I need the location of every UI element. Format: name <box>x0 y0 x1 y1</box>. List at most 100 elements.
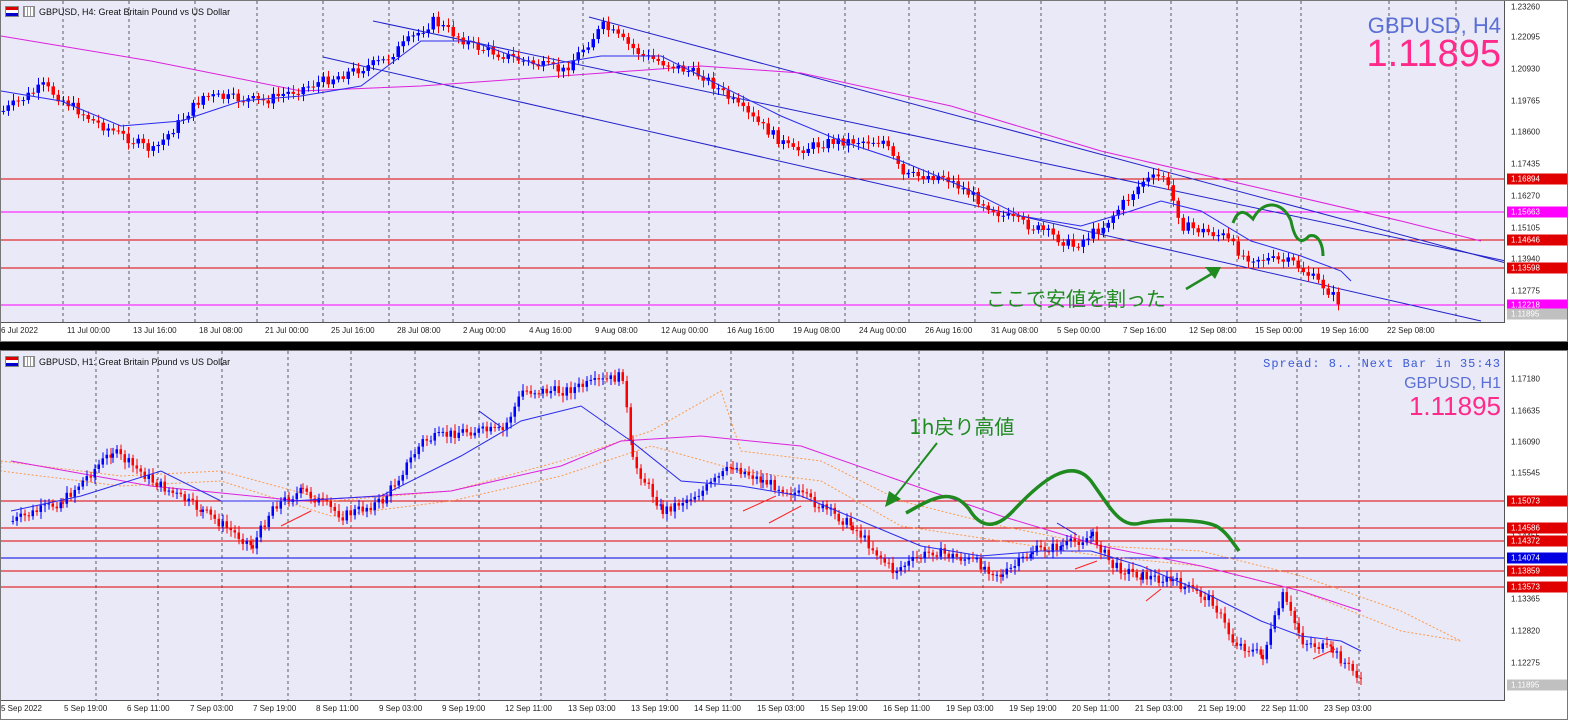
candle-body <box>1055 543 1058 551</box>
candle-body <box>731 467 734 470</box>
candle-body <box>641 53 645 56</box>
candle-body <box>996 212 1000 217</box>
candle-body <box>531 60 535 65</box>
candle-body <box>171 490 174 493</box>
candle-body <box>545 388 548 394</box>
candle-body <box>1247 651 1250 653</box>
candle-body <box>1306 272 1310 276</box>
candle-body <box>1347 662 1350 664</box>
candle-body <box>456 36 460 38</box>
candle-body <box>1321 279 1325 289</box>
candle-body <box>777 489 780 491</box>
h4-time-axis[interactable]: 6 Jul 2022 11 Jul 00:00 13 Jul 16:00 18 Jul… <box>1 322 1505 341</box>
candle-body <box>413 454 416 458</box>
price-level-tag: 1.13573 <box>1507 581 1567 593</box>
h1-chart-panel[interactable]: GBPUSD, H1: Great Britain Pound vs US Do… <box>0 350 1568 720</box>
h1-time-axis[interactable]: 5 Sep 2022 5 Sep 19:00 6 Sep 11:00 7 Sep 03… <box>1 700 1505 719</box>
price-level-tag: 1.14372 <box>1507 535 1567 547</box>
candle-body <box>401 474 404 481</box>
candle-body <box>59 502 62 509</box>
h4-price-axis[interactable]: 1.23260 1.22095 1.20930 1.19765 1.18600 1.174… <box>1504 1 1567 341</box>
candle-body <box>717 476 720 478</box>
candle-body <box>936 175 940 181</box>
candle-body <box>406 36 410 42</box>
candle-body <box>313 498 316 503</box>
price-axis-label: 1.15105 <box>1511 223 1540 233</box>
candle-body <box>1013 566 1016 568</box>
candle-body <box>266 100 270 104</box>
candle-body <box>666 65 670 67</box>
candle-body <box>236 93 240 102</box>
h4-price-plot[interactable] <box>1 1 1506 325</box>
candle-body <box>946 177 950 183</box>
time-axis-label: 16 Aug 16:00 <box>727 326 775 335</box>
candle-body <box>221 521 224 527</box>
candle-body <box>401 41 405 47</box>
candle-body <box>863 535 866 538</box>
candle-body <box>581 383 584 387</box>
h1-symbol-timeframe: GBPUSD, H1 <box>1404 375 1501 392</box>
candle-body <box>286 91 290 94</box>
candle-body <box>1179 578 1182 590</box>
candle-body <box>1181 217 1185 231</box>
candle-body <box>386 59 390 61</box>
chart-menu-icon[interactable] <box>5 356 19 367</box>
candle-body <box>259 525 262 538</box>
candle-body <box>146 143 150 151</box>
candle-body <box>1259 649 1262 655</box>
candle-body <box>131 143 135 145</box>
chart-menu-icon[interactable] <box>5 6 19 17</box>
candle-body <box>631 440 634 457</box>
candle-body <box>816 142 820 148</box>
candle-body <box>121 130 125 134</box>
time-axis-label: 31 Aug 08:00 <box>991 326 1039 335</box>
candle-body <box>541 388 544 394</box>
candle-body <box>919 558 922 560</box>
candle-body <box>747 471 750 476</box>
h4-annotation-text: ここで安値を割った <box>986 287 1166 311</box>
candle-body <box>1153 575 1156 577</box>
candle-body <box>61 100 65 102</box>
candle-body <box>357 506 360 510</box>
chart-grid-icon[interactable] <box>23 356 35 367</box>
h1-price-plot[interactable] <box>1 351 1506 703</box>
candle-body <box>1077 541 1080 546</box>
candle-body <box>689 499 692 501</box>
candle-body <box>923 551 926 559</box>
candle-body <box>921 176 925 180</box>
candle-body <box>111 128 115 131</box>
candle-body <box>881 140 885 144</box>
candle-body <box>721 471 724 477</box>
time-axis-label: 16 Sep 11:00 <box>883 704 931 713</box>
candle-body <box>393 485 396 487</box>
candle-body <box>301 87 305 95</box>
candle-body <box>1005 568 1008 575</box>
h4-chart-panel[interactable]: GBPUSD, H4: Great Britain Pound vs US Do… <box>0 0 1568 342</box>
candle-body <box>333 506 336 511</box>
candle-body <box>316 82 320 87</box>
time-axis-label: 7 Sep 19:00 <box>253 704 297 713</box>
candle-body <box>206 95 210 97</box>
h1-price-axis[interactable]: 1.171801.166351.160901.155451.144551.133… <box>1504 351 1567 719</box>
time-axis-label: 5 Sep 2022 <box>1 704 42 713</box>
candle-body <box>887 562 890 564</box>
candle-body <box>1219 612 1222 614</box>
candle-body <box>1359 677 1362 679</box>
candle-body <box>241 539 244 544</box>
candle-body <box>725 466 728 472</box>
candle-body <box>1231 634 1234 643</box>
candle-body <box>616 29 620 34</box>
candle-body <box>11 100 15 106</box>
panel-divider[interactable] <box>0 342 1590 350</box>
candle-body <box>305 488 308 492</box>
candle-body <box>421 32 425 34</box>
candle-body <box>915 556 918 559</box>
price-axis-label: 1.23260 <box>1511 2 1540 12</box>
candle-body <box>793 492 796 495</box>
candle-body <box>817 507 820 509</box>
candle-body <box>1103 549 1106 553</box>
chart-grid-icon[interactable] <box>23 6 35 17</box>
candle-body <box>1089 536 1092 539</box>
candle-body <box>221 93 225 99</box>
candle-body <box>109 454 112 458</box>
